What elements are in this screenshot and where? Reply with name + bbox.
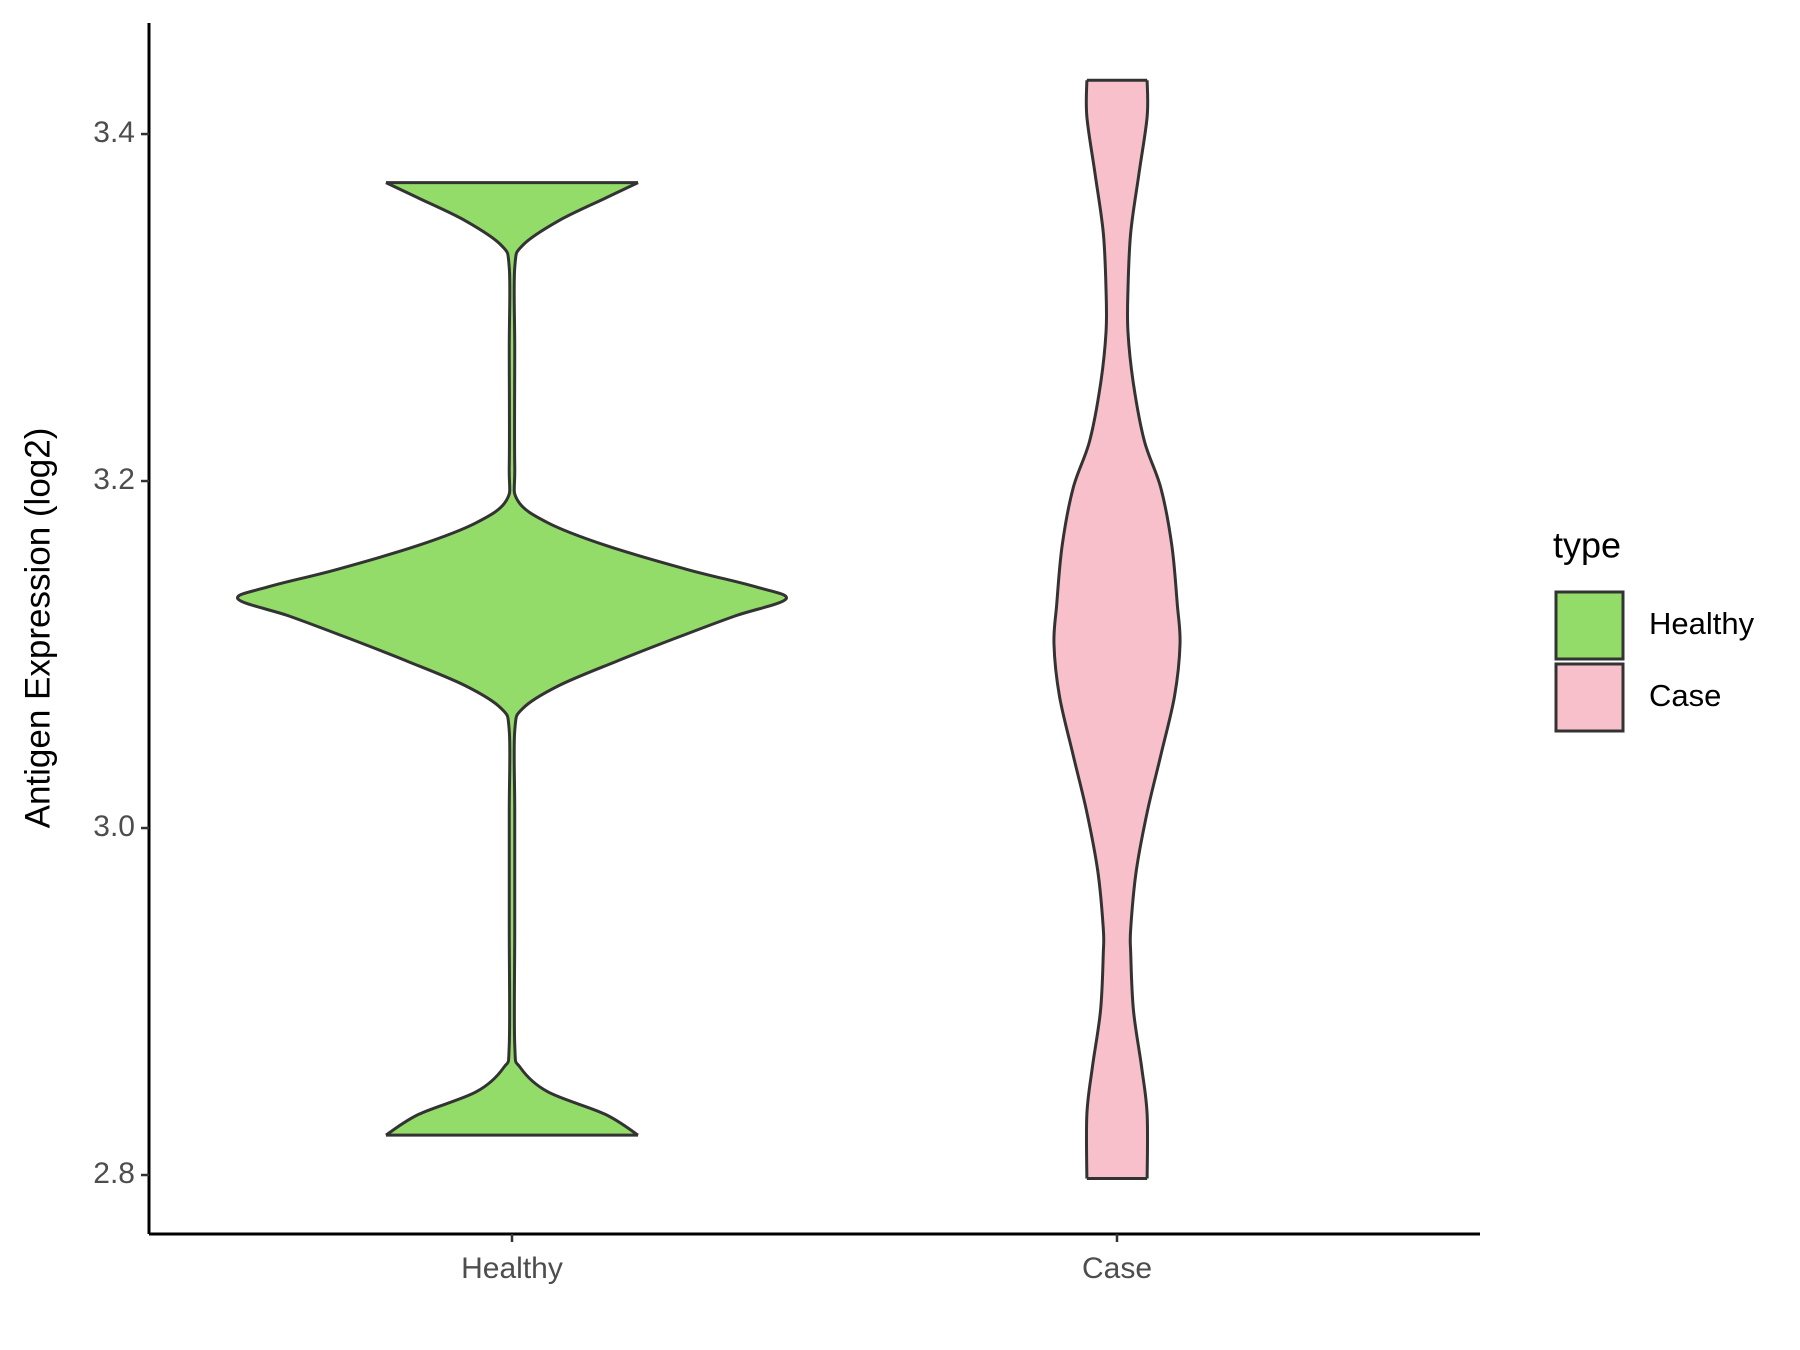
violin-outline <box>512 181 788 1137</box>
legend-label: Case <box>1649 678 1721 713</box>
violin-half-fill <box>512 182 787 1136</box>
violin-outline <box>1125 80 1182 1179</box>
y-tick-label: 2.8 <box>93 1157 135 1190</box>
y-tick-label: 3.2 <box>93 463 135 496</box>
y-tick-label: 3.0 <box>93 810 135 843</box>
legend-key <box>1554 590 1625 661</box>
violin-outline <box>236 181 512 1137</box>
x-tick-label: Healthy <box>461 1252 563 1285</box>
legend-label: Healthy <box>1649 606 1755 641</box>
violin-half-fill <box>1117 80 1181 1179</box>
violin-half-fill <box>237 182 513 1136</box>
y-axis-label: Antigen Expression (log2) <box>18 428 57 829</box>
legend-key <box>1554 662 1625 733</box>
x-tick-label: Case <box>1082 1252 1152 1285</box>
violin-outline <box>1052 80 1109 1179</box>
y-tick-label: 3.4 <box>93 116 135 149</box>
legend-title: type <box>1553 525 1621 566</box>
violin-half-fill <box>1053 80 1117 1179</box>
